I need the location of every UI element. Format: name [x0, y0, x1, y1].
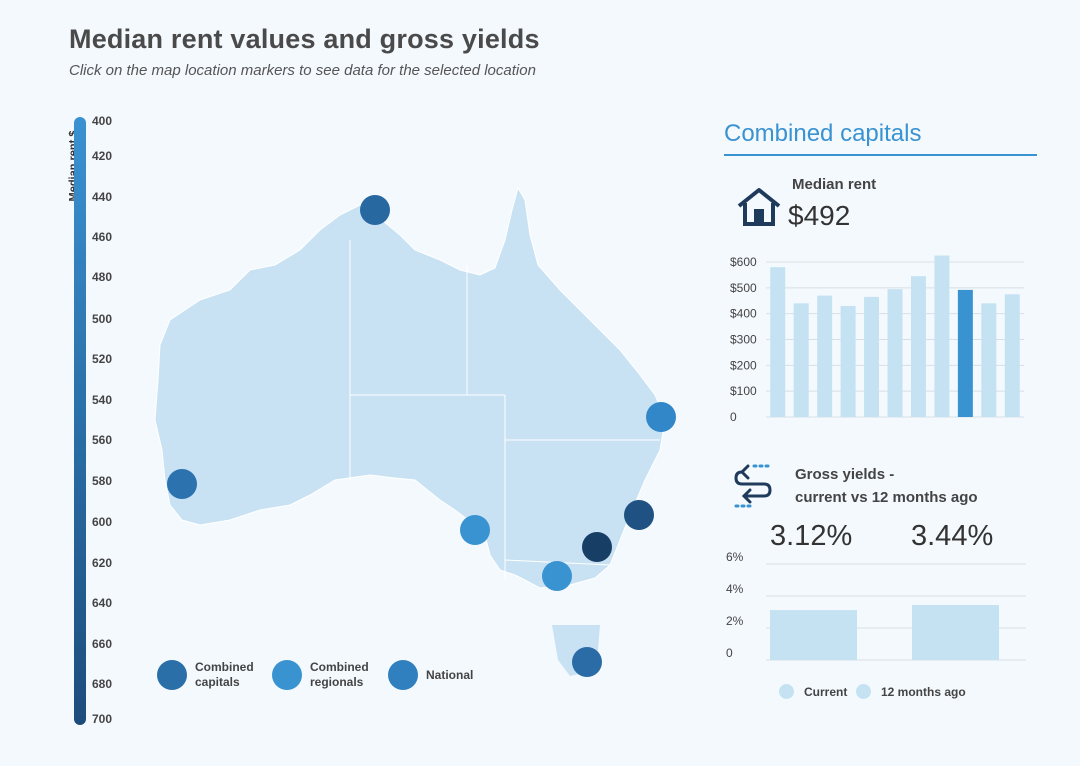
bar-12-months-ago: [912, 604, 999, 660]
y-tick-label: $400: [730, 307, 757, 321]
median-rent-label: Median rent: [792, 176, 877, 193]
scale-tick-label: 640: [92, 596, 113, 610]
legend-combined-capitals[interactable]: Combined capitals: [157, 660, 254, 690]
y-tick-label: $600: [730, 255, 757, 269]
legend-combined-regionals[interactable]: Combined regionals: [272, 660, 369, 690]
y-tick-label: 6%: [726, 550, 744, 564]
marker-melbourne[interactable]: [542, 561, 572, 591]
page-subtitle: Click on the map location markers to see…: [69, 62, 536, 79]
panel-title: Combined capitals: [724, 120, 922, 147]
bar[interactable]: [887, 289, 903, 417]
scale-tick-label: 400: [92, 114, 113, 128]
bar[interactable]: [1004, 294, 1020, 417]
scale-tick-label: 620: [92, 556, 113, 570]
y-tick-label: 0: [730, 410, 737, 424]
panel-title-underline: [724, 154, 1037, 156]
legend-dot: [272, 660, 302, 690]
median-rent-chart: 0 $100 $200 $300 $400 $500 $600: [730, 255, 1024, 424]
color-scale-bar: [74, 117, 86, 725]
bar[interactable]: [910, 276, 926, 417]
gross-yields-label: Gross yields - current vs 12 months ago: [795, 463, 978, 509]
marker-darwin[interactable]: [360, 195, 390, 225]
exchange-arrows-icon: [734, 464, 772, 508]
y-tick-label: $500: [730, 281, 757, 295]
scale-tick-label: 540: [92, 393, 113, 407]
marker-adelaide[interactable]: [460, 515, 490, 545]
legend-dot: [779, 684, 794, 699]
marker-sydney[interactable]: [624, 500, 654, 530]
median-rent-value: $492: [788, 200, 851, 231]
legend-label: Combined capitals: [195, 660, 254, 689]
scale-tick-label: 500: [92, 312, 113, 326]
legend-dot: [388, 660, 418, 690]
y-tick-label: 0: [726, 646, 733, 660]
legend-label: Current: [804, 684, 848, 699]
legend-dot: [157, 660, 187, 690]
y-tick-label: $200: [730, 358, 757, 372]
mainland-shape: [154, 186, 666, 589]
scale-tick-label: 700: [92, 712, 113, 726]
legend-label: 12 months ago: [881, 684, 966, 699]
bar[interactable]: [864, 296, 880, 417]
scale-tick-label: 580: [92, 474, 113, 488]
scale-tick-label: 440: [92, 190, 113, 204]
legend-label: Combined regionals: [310, 660, 369, 689]
bar[interactable]: [770, 267, 786, 417]
legend-national[interactable]: National: [388, 660, 473, 690]
scale-tick-label: 460: [92, 230, 113, 244]
bar-current: [770, 610, 857, 660]
legend-12-months-ago[interactable]: 12 months ago: [856, 684, 966, 699]
legend-dot: [856, 684, 871, 699]
legend-current[interactable]: Current: [779, 684, 847, 699]
scale-tick-label: 480: [92, 270, 113, 284]
page-title: Median rent values and gross yields: [69, 24, 540, 54]
y-tick-label: $300: [730, 333, 757, 347]
y-tick-label: 2%: [726, 614, 744, 628]
gross-yields-label-line1: Gross yields -: [795, 466, 895, 483]
scale-tick-label: 680: [92, 677, 113, 691]
yield-current-value: 3.12%: [770, 520, 853, 552]
bar[interactable]: [817, 295, 833, 417]
gross-yields-chart: 0 2% 4% 6%: [726, 550, 1026, 661]
marker-perth[interactable]: [167, 469, 197, 499]
bar-selected[interactable]: [957, 289, 973, 417]
scale-tick-label: 560: [92, 433, 113, 447]
bar[interactable]: [981, 303, 997, 417]
y-tick-label: 4%: [726, 582, 744, 596]
legend-label: National: [426, 667, 474, 682]
australia-map: [154, 186, 666, 676]
gross-yields-label-line2: current vs 12 months ago: [795, 489, 978, 506]
y-tick-label: $100: [730, 384, 757, 398]
marker-brisbane[interactable]: [646, 402, 676, 432]
scale-tick-label: 520: [92, 352, 113, 366]
scale-tick-label: 600: [92, 515, 113, 529]
marker-canberra[interactable]: [582, 532, 612, 562]
bar[interactable]: [934, 255, 950, 417]
house-icon: [737, 188, 781, 226]
scale-tick-label: 660: [92, 637, 113, 651]
marker-hobart[interactable]: [572, 647, 602, 677]
scale-tick-label: 420: [92, 149, 113, 163]
bar[interactable]: [793, 303, 809, 417]
yield-previous-value: 3.44%: [911, 520, 994, 552]
state-borders: [349, 240, 660, 580]
bar[interactable]: [840, 305, 856, 417]
